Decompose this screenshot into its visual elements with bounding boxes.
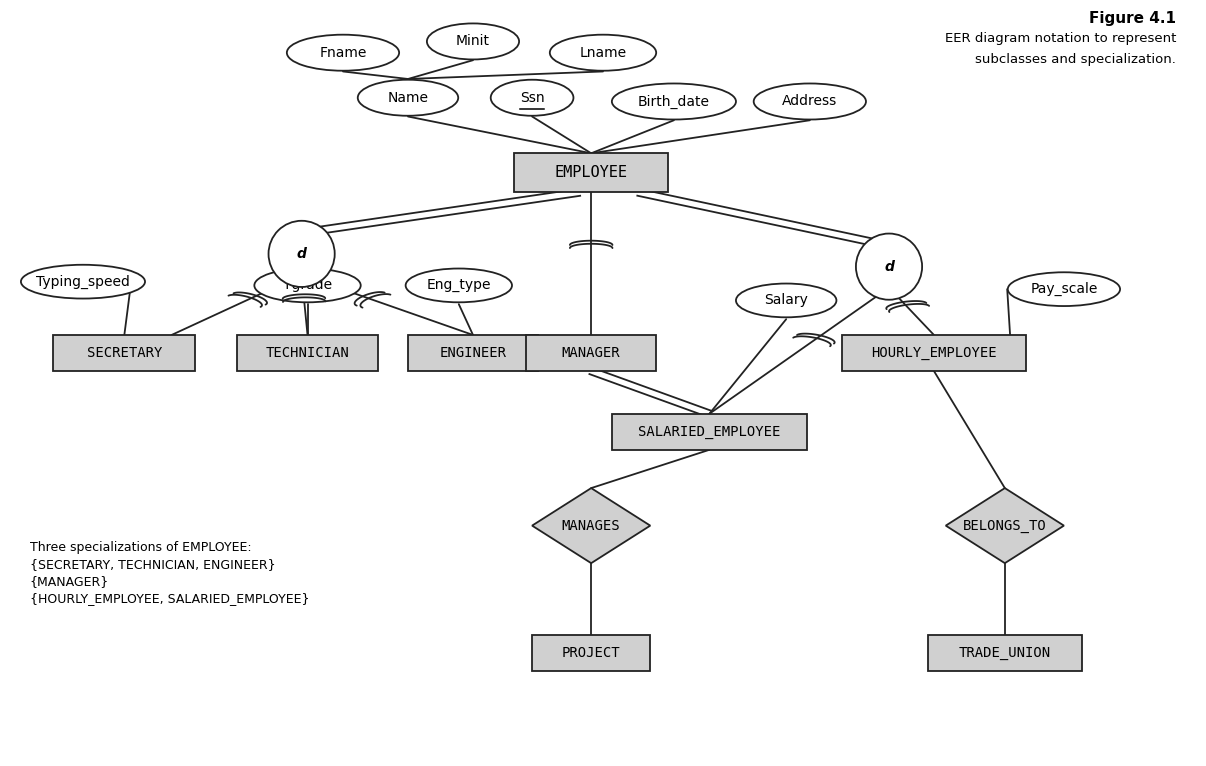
FancyBboxPatch shape — [526, 335, 656, 371]
Ellipse shape — [405, 269, 513, 303]
Text: d: d — [297, 247, 306, 261]
Text: BELONGS_TO: BELONGS_TO — [962, 519, 1047, 532]
Ellipse shape — [254, 269, 361, 303]
Text: Minit: Minit — [456, 34, 490, 48]
Text: Fname: Fname — [320, 46, 367, 60]
FancyBboxPatch shape — [53, 335, 195, 371]
Ellipse shape — [736, 283, 837, 317]
Text: Pay_scale: Pay_scale — [1030, 282, 1097, 296]
FancyBboxPatch shape — [929, 635, 1082, 671]
Text: Address: Address — [783, 94, 837, 109]
FancyBboxPatch shape — [236, 335, 379, 371]
Text: TRADE_UNION: TRADE_UNION — [959, 647, 1050, 660]
Text: PROJECT: PROJECT — [562, 647, 621, 660]
Text: EER diagram notation to represent: EER diagram notation to represent — [944, 32, 1176, 45]
Polygon shape — [532, 488, 650, 563]
FancyBboxPatch shape — [611, 414, 807, 450]
Ellipse shape — [358, 80, 458, 116]
Ellipse shape — [427, 24, 519, 60]
Text: TECHNICIAN: TECHNICIAN — [265, 346, 350, 360]
Text: Birth_date: Birth_date — [638, 94, 710, 109]
Text: Figure 4.1: Figure 4.1 — [1089, 11, 1176, 26]
Text: ENGINEER: ENGINEER — [439, 346, 507, 360]
Ellipse shape — [269, 221, 335, 287]
FancyBboxPatch shape — [842, 335, 1025, 371]
Text: Typing_speed: Typing_speed — [36, 274, 130, 289]
Text: Salary: Salary — [765, 293, 808, 307]
Text: EMPLOYEE: EMPLOYEE — [555, 165, 627, 180]
Text: MANAGER: MANAGER — [562, 346, 621, 360]
Ellipse shape — [1008, 272, 1120, 306]
FancyBboxPatch shape — [532, 635, 650, 671]
Text: Ssn: Ssn — [520, 90, 544, 105]
Text: subclasses and specialization.: subclasses and specialization. — [976, 53, 1176, 66]
Text: SALARIED_EMPLOYEE: SALARIED_EMPLOYEE — [638, 425, 780, 439]
Ellipse shape — [856, 234, 923, 300]
Text: Eng_type: Eng_type — [427, 278, 491, 293]
Text: HOURLY_EMPLOYEE: HOURLY_EMPLOYEE — [871, 346, 996, 360]
Ellipse shape — [287, 34, 399, 70]
Text: Lname: Lname — [579, 46, 627, 60]
Text: Tgrade: Tgrade — [283, 278, 332, 293]
Text: Three specializations of EMPLOYEE:
{SECRETARY, TECHNICIAN, ENGINEER}
{MANAGER}
{: Three specializations of EMPLOYEE: {SECR… — [30, 541, 309, 604]
Ellipse shape — [21, 265, 145, 299]
Text: Name: Name — [387, 90, 428, 105]
Ellipse shape — [550, 34, 656, 70]
Text: SECRETARY: SECRETARY — [87, 346, 162, 360]
Polygon shape — [946, 488, 1064, 563]
Text: d: d — [884, 260, 894, 273]
FancyBboxPatch shape — [408, 335, 538, 371]
Text: MANAGES: MANAGES — [562, 519, 621, 532]
FancyBboxPatch shape — [515, 153, 668, 192]
Ellipse shape — [754, 83, 866, 119]
Ellipse shape — [491, 80, 574, 116]
Ellipse shape — [611, 83, 736, 119]
